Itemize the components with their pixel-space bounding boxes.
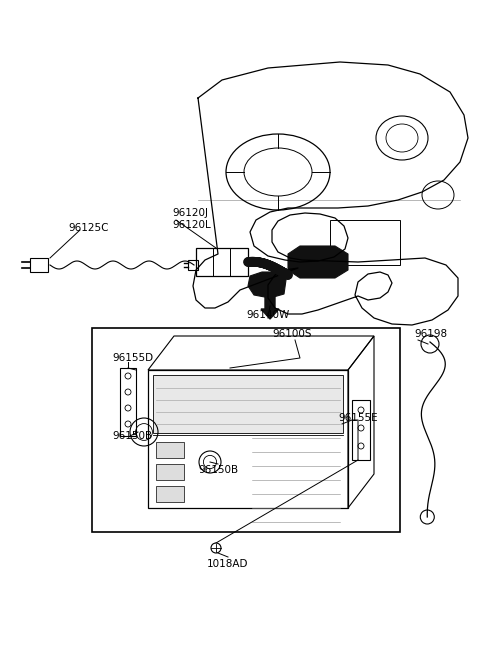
Text: 96155E: 96155E [338, 413, 378, 423]
Bar [156, 486, 184, 502]
Bar [156, 442, 184, 458]
Bar [352, 400, 370, 460]
Polygon shape [248, 272, 286, 298]
Text: 96150B: 96150B [198, 465, 238, 475]
Text: 96150B: 96150B [112, 431, 152, 441]
Bar [156, 464, 184, 480]
Text: 96140W: 96140W [246, 310, 289, 320]
Bar [120, 368, 136, 436]
Text: 96125C: 96125C [68, 223, 108, 233]
Bar [196, 248, 248, 276]
Text: 96120J: 96120J [172, 208, 208, 218]
Text: 96155D: 96155D [112, 353, 153, 363]
Bar [92, 328, 400, 532]
Text: 1018AD: 1018AD [207, 559, 249, 569]
FancyArrow shape [261, 295, 279, 319]
Bar [153, 375, 343, 433]
Text: 96120L: 96120L [172, 220, 211, 230]
Bar [330, 220, 400, 265]
Bar [30, 258, 48, 272]
Bar [188, 260, 198, 270]
Text: 96100S: 96100S [272, 329, 312, 339]
Bar [148, 370, 348, 508]
Text: 96198: 96198 [414, 329, 447, 339]
Polygon shape [288, 246, 348, 278]
